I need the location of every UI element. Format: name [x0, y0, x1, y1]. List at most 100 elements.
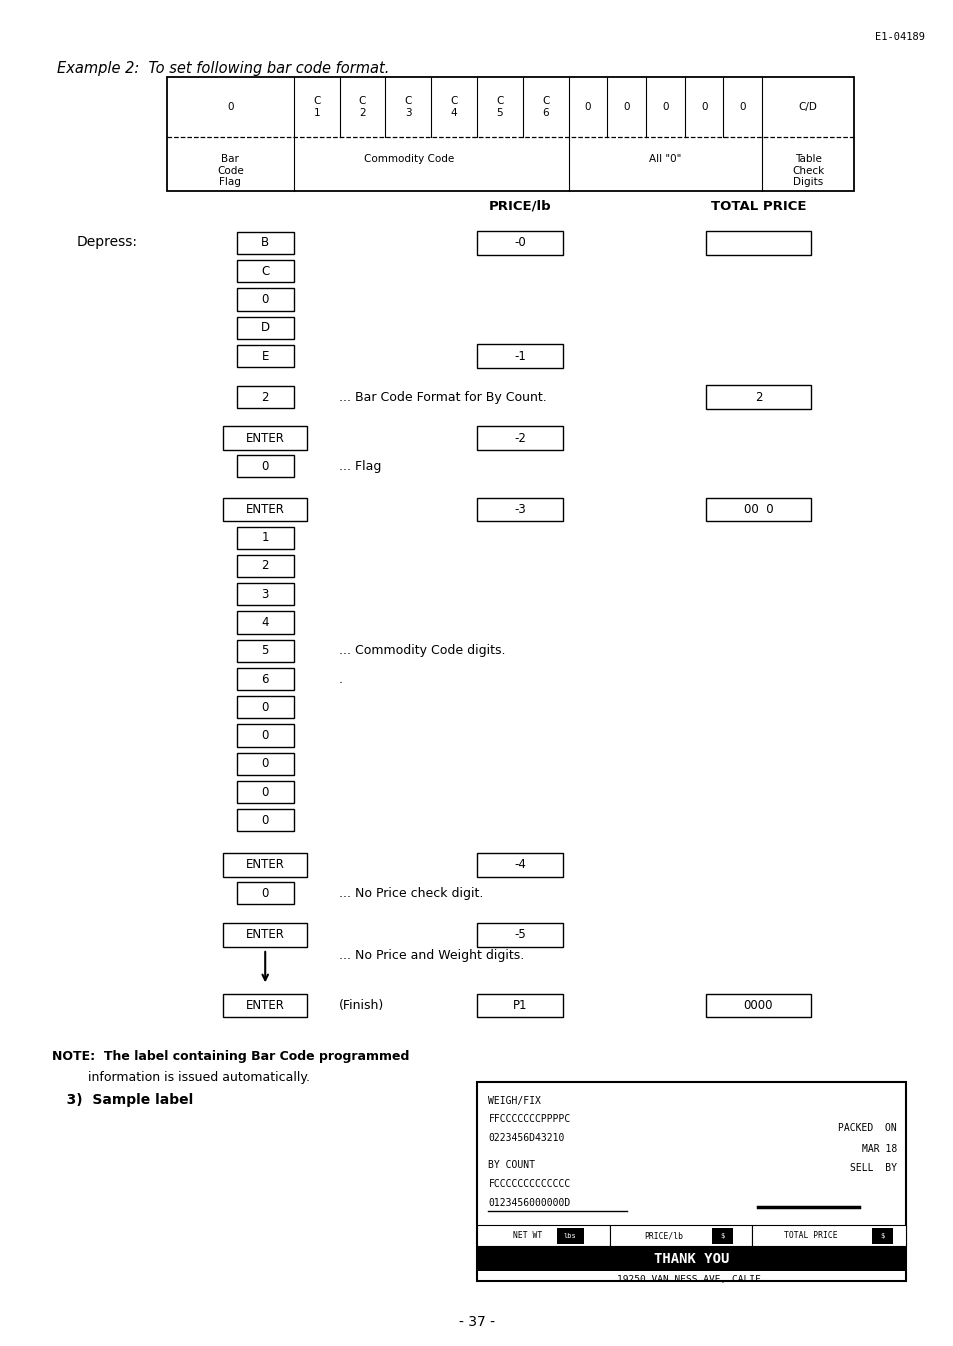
- Text: 3)  Sample label: 3) Sample label: [52, 1093, 193, 1106]
- Text: E1-04189: E1-04189: [875, 32, 924, 42]
- Text: All "0": All "0": [648, 153, 680, 164]
- Text: 0: 0: [227, 102, 233, 112]
- Text: Depress:: Depress:: [76, 236, 137, 249]
- Text: 0: 0: [261, 814, 269, 826]
- Bar: [236, 583, 294, 606]
- Text: B: B: [261, 237, 269, 249]
- Bar: [236, 724, 294, 747]
- Text: 0: 0: [739, 102, 745, 112]
- Text: TOTAL PRICE: TOTAL PRICE: [782, 1232, 837, 1240]
- Text: PRICE/lb: PRICE/lb: [643, 1232, 682, 1240]
- Bar: [871, 1228, 892, 1244]
- Bar: [236, 696, 294, 719]
- Text: ... Flag: ... Flag: [338, 460, 380, 472]
- Bar: [476, 498, 562, 521]
- Bar: [236, 526, 294, 549]
- Text: C
1: C 1: [313, 97, 320, 118]
- Bar: [609, 1225, 751, 1246]
- Text: WEIGH/FIX: WEIGH/FIX: [488, 1096, 540, 1105]
- Text: 5: 5: [261, 645, 269, 657]
- Bar: [476, 1225, 609, 1246]
- Text: MAR 18: MAR 18: [861, 1144, 896, 1154]
- Text: 3: 3: [261, 588, 269, 600]
- Text: 6: 6: [261, 673, 269, 685]
- Text: PRICE/lb: PRICE/lb: [488, 199, 551, 213]
- Bar: [236, 455, 294, 478]
- Bar: [223, 993, 307, 1018]
- Text: C
4: C 4: [450, 97, 457, 118]
- Bar: [236, 260, 294, 283]
- Text: 0: 0: [700, 102, 706, 112]
- Text: information is issued automatically.: information is issued automatically.: [52, 1071, 310, 1085]
- Text: PACKED  ON: PACKED ON: [837, 1123, 896, 1132]
- Text: TOTAL PRICE: TOTAL PRICE: [710, 199, 805, 213]
- Text: P1: P1: [512, 999, 527, 1012]
- Bar: [236, 882, 294, 905]
- Text: 0: 0: [622, 102, 629, 112]
- Text: ENTER: ENTER: [246, 503, 284, 516]
- Bar: [705, 498, 810, 521]
- Bar: [236, 611, 294, 634]
- Bar: [236, 345, 294, 367]
- Text: (Finish): (Finish): [338, 999, 383, 1012]
- Text: 0: 0: [584, 102, 591, 112]
- Text: 0223456D43210: 0223456D43210: [488, 1133, 564, 1143]
- Bar: [476, 853, 562, 876]
- Text: -3: -3: [514, 503, 525, 516]
- Bar: [476, 1082, 905, 1281]
- Text: -5: -5: [514, 929, 525, 941]
- Text: 0: 0: [261, 460, 269, 472]
- Bar: [236, 809, 294, 832]
- Text: C/D: C/D: [798, 102, 817, 112]
- Bar: [236, 386, 294, 408]
- Bar: [236, 555, 294, 577]
- Bar: [705, 385, 810, 409]
- Bar: [705, 993, 810, 1018]
- Text: $: $: [880, 1233, 884, 1238]
- Text: 0: 0: [661, 102, 668, 112]
- Text: 2: 2: [261, 560, 269, 572]
- Text: 0: 0: [261, 730, 269, 742]
- Text: 1: 1: [261, 532, 269, 544]
- Text: C
2: C 2: [358, 97, 366, 118]
- Bar: [751, 1225, 905, 1246]
- Text: D: D: [260, 322, 270, 334]
- Text: 0: 0: [261, 293, 269, 306]
- Text: ENTER: ENTER: [246, 999, 284, 1012]
- Text: 4: 4: [261, 616, 269, 629]
- Text: ENTER: ENTER: [246, 432, 284, 444]
- Text: SELL  BY: SELL BY: [849, 1163, 896, 1172]
- Bar: [711, 1228, 732, 1244]
- Text: THANK YOU: THANK YOU: [653, 1252, 729, 1265]
- Text: ... No Price check digit.: ... No Price check digit.: [338, 887, 482, 899]
- Bar: [223, 427, 307, 450]
- Text: 0000: 0000: [743, 999, 772, 1012]
- Bar: [223, 498, 307, 521]
- Text: Commodity Code: Commodity Code: [364, 153, 454, 164]
- Bar: [167, 77, 853, 191]
- Bar: [236, 781, 294, 804]
- Bar: [476, 345, 562, 367]
- Text: .: .: [338, 673, 342, 685]
- Text: ENTER: ENTER: [246, 859, 284, 871]
- Text: C
5: C 5: [496, 97, 503, 118]
- Text: 2: 2: [261, 390, 269, 404]
- Text: BY COUNT: BY COUNT: [488, 1160, 535, 1170]
- Bar: [476, 993, 562, 1018]
- Bar: [236, 232, 294, 254]
- Text: 2: 2: [754, 390, 761, 404]
- Text: Example 2:  To set following bar code format.: Example 2: To set following bar code for…: [57, 61, 389, 75]
- Text: C
6: C 6: [541, 97, 549, 118]
- Text: FCCCCCCCCCCCCC: FCCCCCCCCCCCCC: [488, 1179, 570, 1189]
- Bar: [705, 232, 810, 254]
- Text: 0: 0: [261, 701, 269, 713]
- Text: ENTER: ENTER: [246, 929, 284, 941]
- Text: - 37 -: - 37 -: [458, 1315, 495, 1329]
- Text: Table
Check
Digits: Table Check Digits: [791, 153, 823, 187]
- Text: Bar
Code
Flag: Bar Code Flag: [216, 153, 243, 187]
- Bar: [236, 316, 294, 339]
- Text: NET WT: NET WT: [513, 1232, 541, 1240]
- Text: ... No Price and Weight digits.: ... No Price and Weight digits.: [338, 949, 523, 962]
- Text: C
3: C 3: [404, 97, 412, 118]
- Text: -4: -4: [514, 859, 525, 871]
